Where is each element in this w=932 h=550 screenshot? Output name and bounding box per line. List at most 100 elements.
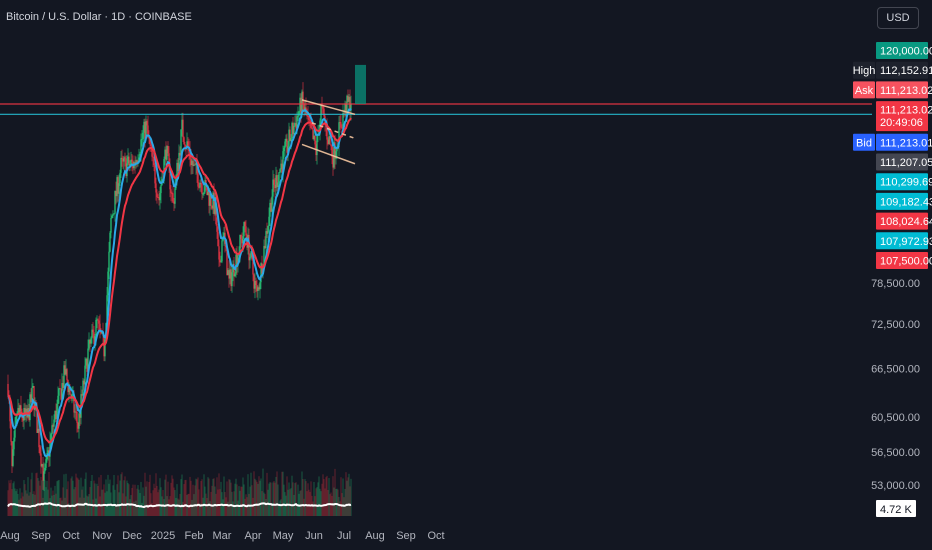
volume-bar	[81, 489, 83, 516]
price-label-text: 107,972.93	[880, 236, 932, 248]
x-tick-label: Feb	[185, 530, 204, 542]
volume-bar	[185, 479, 187, 516]
candle-body	[331, 146, 333, 157]
volume-bar	[132, 484, 134, 516]
candle-body	[239, 234, 241, 253]
volume-bar	[295, 482, 297, 516]
volume-bar	[120, 474, 122, 516]
candle-body	[140, 139, 142, 154]
x-tick-label: Mar	[213, 530, 232, 542]
x-tick-label: Oct	[62, 530, 79, 542]
candle-body	[174, 188, 176, 204]
volume-bar	[69, 504, 71, 516]
volume-bar	[206, 497, 208, 516]
candle-body	[186, 141, 188, 149]
volume-bar	[131, 487, 133, 516]
volume-bar	[249, 486, 251, 516]
volume-bar	[339, 501, 341, 516]
x-tick-label: Apr	[244, 530, 261, 542]
candle-body	[43, 471, 45, 481]
x-tick-label: 2025	[151, 530, 175, 542]
candle-body	[181, 119, 183, 130]
candle-body	[14, 426, 16, 438]
candle-body	[258, 287, 260, 290]
volume-bar	[273, 481, 275, 516]
volume-bar	[337, 489, 339, 516]
volume-bar	[210, 491, 212, 516]
volume-bar	[20, 498, 22, 516]
candle-body	[98, 320, 100, 324]
volume-bar	[288, 482, 290, 516]
volume-bar	[350, 478, 352, 516]
volume-bar	[144, 472, 146, 516]
candle-body	[60, 389, 62, 400]
price-label-text: 120,000.00	[880, 46, 932, 58]
candle-body	[326, 126, 328, 140]
volume-bar	[326, 475, 328, 516]
candle-body	[56, 403, 58, 420]
volume-bar	[300, 490, 302, 516]
candle-body	[97, 319, 99, 321]
volume-bar	[149, 474, 151, 516]
y-tick-label: 66,500.00	[871, 363, 920, 375]
candle-body	[278, 172, 280, 183]
candle-body	[255, 281, 257, 286]
volume-bar	[137, 485, 139, 516]
volume-bar	[124, 476, 126, 516]
volume-bar	[148, 481, 150, 516]
time-axis-bg	[0, 522, 872, 550]
candle-body	[96, 319, 98, 321]
volume-bar	[52, 490, 54, 516]
candle-body	[295, 123, 297, 129]
candle-body	[165, 149, 167, 160]
volume-bar	[56, 481, 58, 516]
volume-bar	[349, 486, 351, 516]
volume-bar	[95, 498, 97, 516]
candle-body	[17, 408, 19, 415]
volume-bar	[281, 471, 283, 516]
price-label-text: 111,213.02	[880, 105, 932, 117]
candle-body	[283, 147, 285, 152]
volume-bar	[158, 489, 160, 516]
candle-body	[243, 222, 245, 237]
volume-bar	[152, 490, 154, 516]
candle-body	[308, 116, 310, 121]
volume-bar	[266, 472, 268, 516]
price-tag-text: High	[853, 65, 876, 77]
volume-bars	[7, 468, 352, 516]
candle-body	[328, 136, 330, 145]
candle-body	[168, 153, 170, 165]
volume-bar	[346, 480, 348, 516]
volume-bar	[27, 477, 29, 516]
candle-body	[84, 365, 86, 385]
volume-bar	[275, 476, 277, 516]
currency-button[interactable]: USD	[877, 7, 919, 29]
volume-bar	[324, 488, 326, 516]
volume-bar	[67, 481, 69, 516]
volume-bar	[62, 487, 64, 516]
volume-bar	[98, 477, 100, 516]
volume-bar	[214, 486, 216, 516]
candle-body	[166, 146, 168, 160]
volume-bar	[336, 488, 338, 516]
candle-body	[223, 232, 225, 238]
candle-body	[210, 193, 212, 206]
volume-bar	[42, 497, 44, 516]
candle-body	[311, 127, 313, 130]
candle-body	[57, 395, 59, 404]
volume-bar	[174, 490, 176, 516]
candle-body	[320, 104, 322, 121]
volume-bar	[127, 482, 129, 516]
candle-body	[11, 441, 13, 466]
candle-body	[111, 216, 113, 218]
candle-body	[245, 226, 247, 236]
volume-bar	[19, 488, 21, 516]
volume-bar	[199, 503, 201, 516]
candle-body	[259, 282, 261, 290]
volume-bar	[38, 480, 40, 516]
candle-body	[241, 238, 243, 244]
volume-bar	[18, 499, 20, 516]
candle-body	[87, 348, 89, 372]
candle-body	[135, 160, 137, 165]
